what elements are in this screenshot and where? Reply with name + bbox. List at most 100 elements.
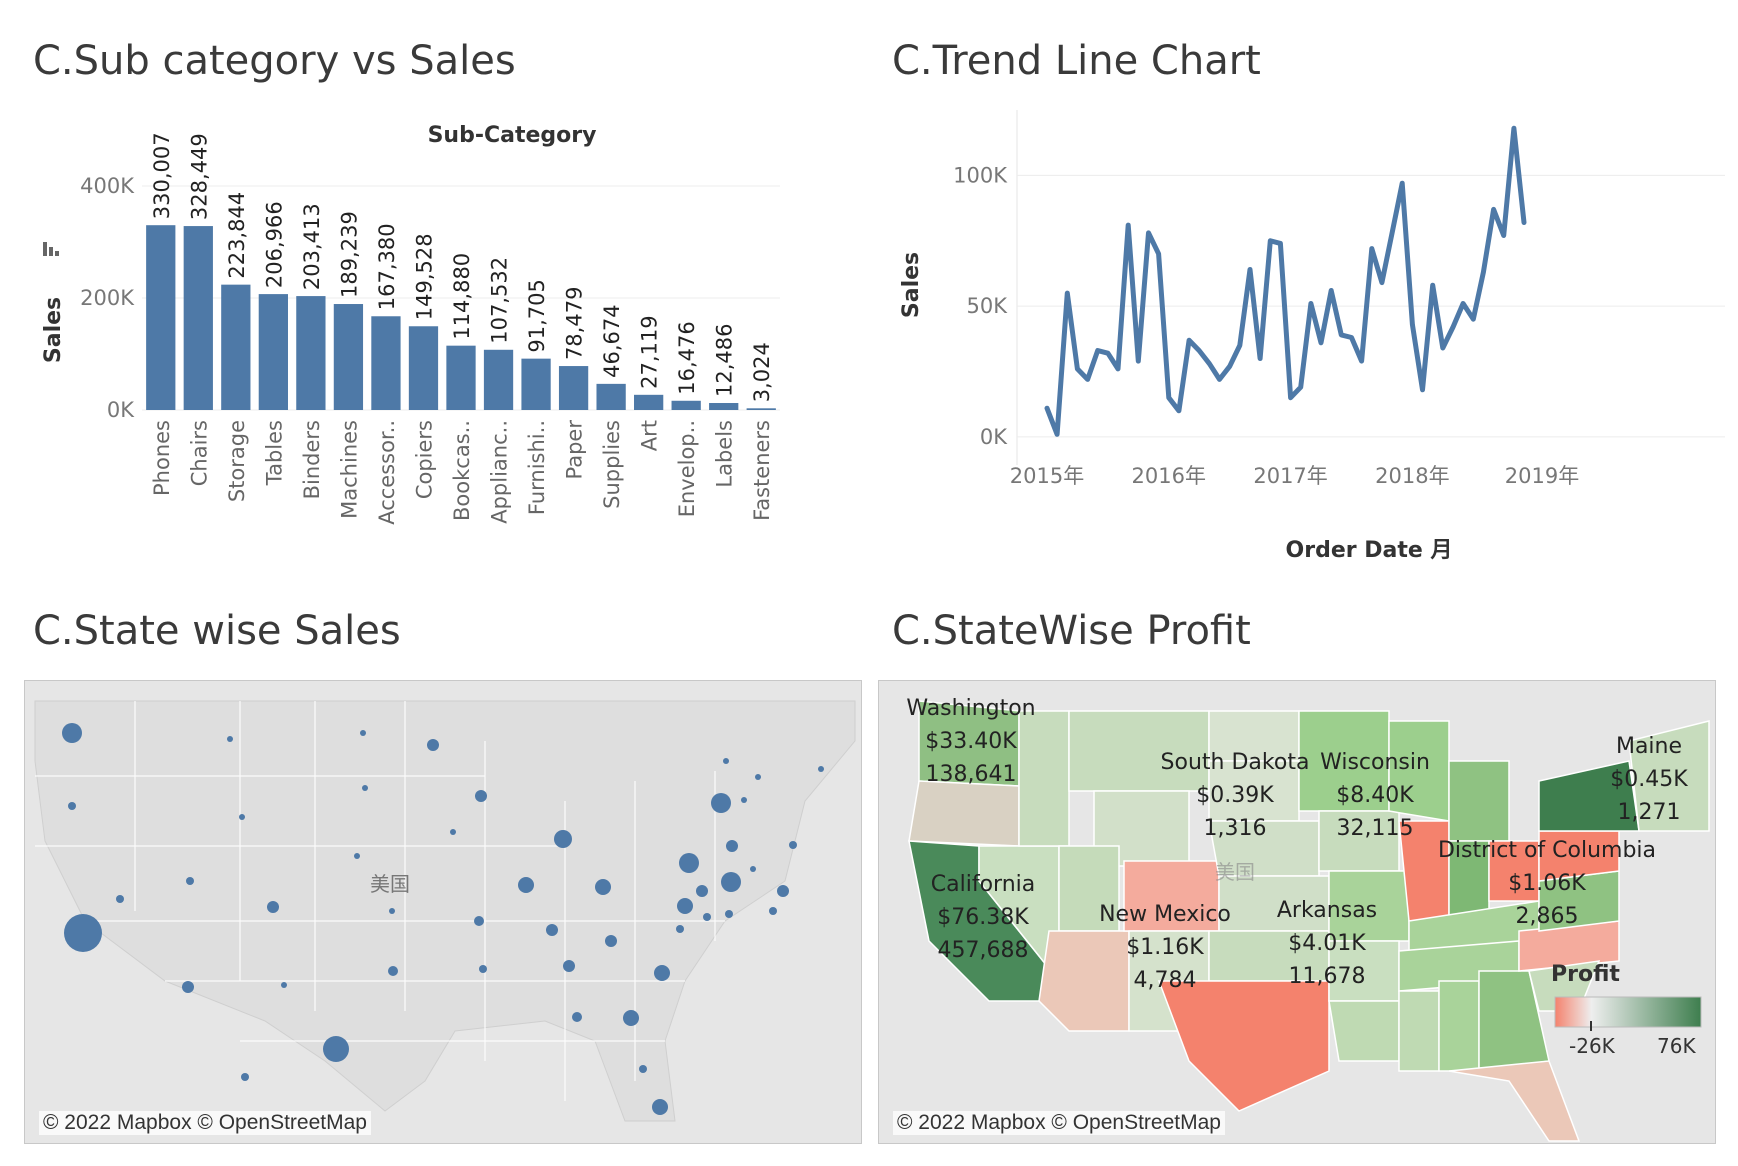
state-sales-bubble[interactable] bbox=[721, 872, 741, 892]
state-sales-bubble[interactable] bbox=[62, 723, 82, 743]
profit-map-label-profit: $8.40K bbox=[1336, 783, 1414, 808]
state-sales-bubble[interactable] bbox=[789, 841, 797, 849]
state-sales-bubble[interactable] bbox=[475, 790, 487, 802]
state-sales-bubble[interactable] bbox=[241, 1073, 249, 1081]
bar[interactable] bbox=[483, 349, 514, 410]
state-sales-bubble[interactable] bbox=[554, 830, 572, 848]
state-sales-bubble[interactable] bbox=[474, 916, 484, 926]
profit-map-canvas: 美国 Washington $33.40K 138,641 South Dakota $… bbox=[879, 681, 1715, 1143]
state-sales-bubble[interactable] bbox=[239, 814, 245, 820]
state-sales-bubble[interactable] bbox=[769, 907, 777, 915]
bar[interactable] bbox=[221, 284, 251, 410]
state-sales-bubble[interactable] bbox=[654, 965, 670, 981]
state-sales-bubble[interactable] bbox=[639, 1065, 647, 1073]
sales-map-attribution[interactable]: © 2022 Mapbox © OpenStreetMap bbox=[39, 1111, 371, 1135]
bar[interactable] bbox=[183, 226, 213, 410]
state-sales-bubble[interactable] bbox=[518, 877, 534, 893]
state-sales-bubble[interactable] bbox=[323, 1036, 349, 1062]
profit-map[interactable]: 美国 Washington $33.40K 138,641 South Dakota $… bbox=[878, 680, 1716, 1144]
line-x-tick-label: 2016年 bbox=[1132, 464, 1206, 488]
bar[interactable] bbox=[446, 345, 476, 410]
state-sales-bubble[interactable] bbox=[546, 924, 558, 936]
bar-value-label: 328,449 bbox=[187, 133, 211, 220]
bar[interactable] bbox=[634, 394, 664, 410]
bar[interactable] bbox=[746, 408, 776, 410]
sales-map[interactable]: 美国 © 2022 Mapbox © OpenStreetMap bbox=[24, 680, 862, 1144]
state-sales-bubble[interactable] bbox=[605, 935, 617, 947]
profit-map-label-sales: 1,316 bbox=[1204, 816, 1267, 841]
state-sales-bubble[interactable] bbox=[725, 910, 733, 918]
bar[interactable] bbox=[258, 294, 288, 410]
bar[interactable] bbox=[521, 358, 551, 410]
state-sales-bubble[interactable] bbox=[64, 914, 102, 952]
state-sales-bubble[interactable] bbox=[572, 1012, 582, 1022]
state-sales-bubble[interactable] bbox=[388, 966, 398, 976]
state-sales-bubble[interactable] bbox=[450, 829, 456, 835]
sort-icon[interactable] bbox=[43, 242, 59, 256]
bar[interactable] bbox=[146, 225, 176, 410]
line-x-tick-label: 2018年 bbox=[1375, 464, 1449, 488]
state-sales-bubble[interactable] bbox=[281, 982, 287, 988]
state-sales-bubble[interactable] bbox=[750, 866, 756, 872]
bar-category-label: Art bbox=[638, 420, 662, 451]
profit-map-label-sales: 32,115 bbox=[1337, 816, 1414, 841]
state-sales-bubble[interactable] bbox=[679, 853, 699, 873]
bar-value-label: 203,413 bbox=[300, 203, 324, 290]
state-sales-bubble[interactable] bbox=[711, 793, 731, 813]
bar-category-label: Phones bbox=[150, 420, 174, 496]
state-sales-bubble[interactable] bbox=[227, 736, 233, 742]
state-sales-bubble[interactable] bbox=[354, 853, 360, 859]
state-sales-bubble[interactable] bbox=[677, 898, 693, 914]
state-sales-bubble[interactable] bbox=[595, 879, 611, 895]
state-sales-bubble[interactable] bbox=[676, 925, 684, 933]
profit-map-country-label: 美国 bbox=[1215, 860, 1255, 884]
state-sales-bubble[interactable] bbox=[68, 802, 76, 810]
state-sales-bubble[interactable] bbox=[696, 885, 708, 897]
bar-category-label: Labels bbox=[713, 420, 737, 488]
line-chart: Sales Order Date 月 0K 50K 100K 2015年 2016年 2… bbox=[899, 110, 1725, 563]
state-sales-bubble[interactable] bbox=[777, 885, 789, 897]
bar-y-tick-label: 200K bbox=[80, 286, 135, 310]
state-sales-bubble[interactable] bbox=[726, 840, 738, 852]
state-sales-bubble[interactable] bbox=[723, 758, 729, 764]
state-sales-bubble[interactable] bbox=[563, 960, 575, 972]
state-sales-bubble[interactable] bbox=[755, 774, 761, 780]
state-sales-bubble[interactable] bbox=[389, 908, 395, 914]
state-sales-bubble[interactable] bbox=[186, 877, 194, 885]
state-sales-bubble[interactable] bbox=[623, 1010, 639, 1026]
state-sales-bubble[interactable] bbox=[479, 965, 487, 973]
state-sales-bubble[interactable] bbox=[360, 730, 366, 736]
state-texas bbox=[1157, 980, 1330, 1112]
bar[interactable] bbox=[671, 400, 701, 410]
bar[interactable] bbox=[709, 403, 739, 410]
state-sales-bubble[interactable] bbox=[116, 895, 124, 903]
state-alabama bbox=[1438, 980, 1480, 1072]
bar[interactable] bbox=[371, 316, 401, 410]
bar-category-label: Applianc.. bbox=[488, 420, 512, 524]
profit-legend[interactable]: Profit -26K 76K bbox=[1551, 962, 1702, 1058]
bar-chart-title: C.Sub category vs Sales bbox=[33, 38, 516, 84]
state-sales-bubble[interactable] bbox=[182, 981, 194, 993]
bar-category-label: Fasteners bbox=[750, 420, 774, 521]
profit-map-attribution[interactable]: © 2022 Mapbox © OpenStreetMap bbox=[893, 1111, 1225, 1135]
bar[interactable] bbox=[408, 326, 439, 410]
state-sales-bubble[interactable] bbox=[427, 739, 439, 751]
state-sales-bubble[interactable] bbox=[267, 901, 279, 913]
state-sales-bubble[interactable] bbox=[703, 913, 711, 921]
bar-category-label: Envelop.. bbox=[675, 420, 699, 517]
sales-map-title: C.State wise Sales bbox=[33, 608, 401, 654]
profit-map-label-sales: 457,688 bbox=[938, 938, 1029, 963]
bar[interactable] bbox=[596, 383, 626, 410]
bar-category-label: Bookcas.. bbox=[450, 420, 474, 521]
profit-legend-title: Profit bbox=[1551, 962, 1620, 987]
bar[interactable] bbox=[296, 296, 326, 410]
state-sales-bubble[interactable] bbox=[741, 797, 747, 803]
state-sales-bubble[interactable] bbox=[652, 1099, 668, 1115]
state-sales-bubble[interactable] bbox=[818, 766, 824, 772]
state-sales-bubble[interactable] bbox=[362, 785, 368, 791]
state-mississippi bbox=[1398, 990, 1440, 1072]
bar[interactable] bbox=[558, 366, 589, 410]
bar-chart-heading: Sub-Category bbox=[428, 123, 597, 148]
state-new-england bbox=[1628, 720, 1710, 832]
bar[interactable] bbox=[333, 304, 364, 410]
